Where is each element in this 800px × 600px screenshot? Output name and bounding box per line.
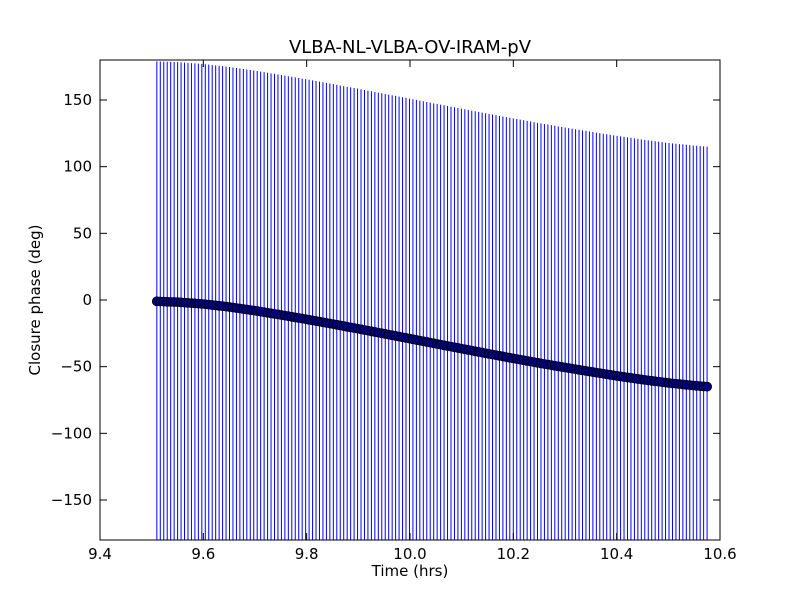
y-axis-label: Closure phase (deg) (26, 225, 44, 376)
x-axis-label: Time (hrs) (371, 562, 449, 580)
x-tick-label: 10.6 (703, 545, 736, 563)
y-tick-label: 50 (73, 224, 92, 242)
y-tick-label: 0 (82, 291, 92, 309)
x-tick-label: 10.0 (393, 545, 426, 563)
x-tick-label: 10.2 (497, 545, 530, 563)
x-tick-label: 10.4 (600, 545, 633, 563)
y-tick-label: 100 (63, 158, 92, 176)
data-point (702, 381, 712, 392)
errorbars-layer (156, 61, 708, 540)
y-tick-label: −150 (51, 491, 92, 509)
points-layer (151, 296, 712, 392)
x-tick-label: 9.6 (191, 545, 215, 563)
x-tick-label: 9.4 (88, 545, 112, 563)
chart-title: VLBA-NL-VLBA-OV-IRAM-pV (289, 37, 532, 58)
y-tick-label: −100 (51, 424, 92, 442)
ticks-layer: 9.4 9.6 9.8 10.0 10.2 10.4 10.6 −150 −100 −50 0 50 1… (51, 60, 737, 563)
y-tick-label: −50 (60, 358, 92, 376)
x-tick-label: 9.8 (295, 545, 319, 563)
y-tick-label: 150 (63, 91, 92, 109)
